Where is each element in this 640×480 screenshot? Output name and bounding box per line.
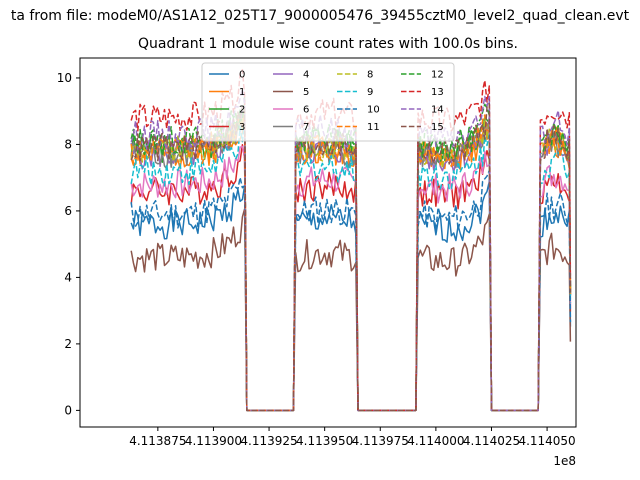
series-line-0 [130, 180, 572, 412]
y-axis: 0 2 4 6 8 10 [57, 71, 80, 417]
y-tick-label: 6 [64, 204, 72, 218]
series-line-11 [130, 113, 572, 412]
series-line-9 [130, 119, 572, 412]
legend-label-0: 0 [239, 70, 245, 81]
x-tick-label: 4.114025 [463, 434, 520, 448]
legend-label-10: 10 [367, 105, 380, 116]
series-line-3 [130, 144, 572, 412]
x-tick-label: 4.113950 [296, 434, 353, 448]
plot-frame [79, 57, 577, 428]
legend-label-6: 6 [303, 105, 309, 116]
y-tick-label: 10 [57, 71, 72, 85]
legend-label-13: 13 [431, 87, 444, 98]
y-tick-label: 0 [64, 403, 72, 417]
legend-label-2: 2 [239, 105, 245, 116]
legend-label-3: 3 [239, 122, 245, 133]
x-axis: 4.1138754.1139004.1139254.1139504.113975… [129, 427, 576, 448]
series-line-15 [130, 103, 572, 412]
legend-label-9: 9 [367, 87, 373, 98]
series-line-10 [130, 169, 572, 412]
legend-label-5: 5 [303, 87, 309, 98]
y-tick-label: 2 [64, 337, 72, 351]
x-axis-offset-label: 1e8 [553, 454, 576, 468]
x-tick-label: 4.113875 [129, 434, 186, 448]
y-tick-label: 4 [64, 270, 72, 284]
legend-label-7: 7 [303, 122, 309, 133]
legend-label-15: 15 [431, 122, 444, 133]
legend-box [201, 62, 455, 142]
series-line-6 [130, 145, 572, 412]
chart-title: Quadrant 1 module wise count rates with … [138, 36, 518, 52]
legend-label-4: 4 [303, 70, 309, 81]
x-tick-label: 4.113900 [185, 434, 242, 448]
x-tick-label: 4.113975 [352, 434, 409, 448]
series-line-5 [130, 208, 572, 412]
legend-label-1: 1 [239, 87, 245, 98]
legend-label-8: 8 [367, 70, 373, 81]
legend-label-12: 12 [431, 70, 444, 81]
legend-label-11: 11 [367, 122, 380, 133]
y-tick-label: 8 [64, 137, 72, 151]
figure-suptitle: ta from file: modeM0/AS1A12_025T17_90000… [10, 8, 630, 24]
x-tick-label: 4.114050 [518, 434, 575, 448]
x-tick-label: 4.113925 [240, 434, 297, 448]
x-tick-label: 4.114000 [407, 434, 464, 448]
legend-label-14: 14 [431, 105, 444, 116]
